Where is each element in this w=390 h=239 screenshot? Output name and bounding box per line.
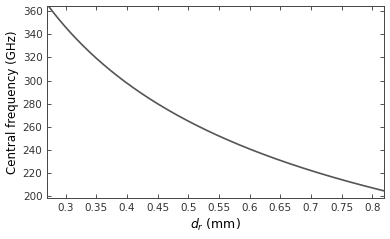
Y-axis label: Central frequency (GHz): Central frequency (GHz)	[5, 30, 19, 174]
X-axis label: $d_r$ (mm): $d_r$ (mm)	[190, 217, 241, 234]
